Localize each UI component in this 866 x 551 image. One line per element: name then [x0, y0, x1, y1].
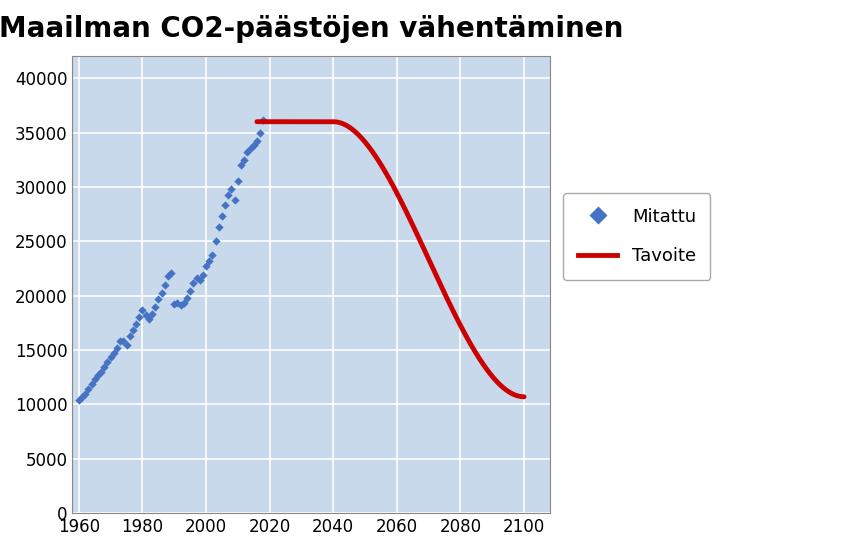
Point — [253, 128, 267, 137]
Point — [186, 278, 200, 287]
Point — [116, 337, 130, 345]
Point — [107, 349, 120, 358]
Point — [145, 310, 159, 318]
Point — [212, 223, 226, 231]
Point — [87, 375, 101, 384]
Point — [218, 201, 232, 210]
Point — [120, 340, 133, 349]
Point — [222, 190, 236, 199]
Point — [247, 140, 261, 149]
Point — [171, 299, 184, 307]
Point — [205, 251, 219, 260]
Point — [184, 287, 197, 296]
Point — [126, 326, 139, 335]
Point — [193, 276, 207, 285]
Point — [132, 313, 146, 322]
Point — [100, 358, 114, 366]
Point — [78, 389, 92, 398]
Title: Maailman CO2-päästöjen vähentäminen: Maailman CO2-päästöjen vähentäminen — [0, 15, 624, 43]
Point — [256, 115, 270, 124]
Point — [224, 185, 238, 193]
Point — [91, 371, 105, 380]
Point — [215, 212, 229, 221]
Point — [142, 314, 156, 323]
Point — [113, 337, 127, 345]
Point — [203, 256, 216, 265]
Point — [75, 392, 89, 401]
Point — [161, 272, 175, 280]
Point — [139, 311, 152, 320]
Point — [180, 294, 194, 302]
Point — [81, 385, 95, 393]
Point — [177, 299, 191, 307]
Point — [243, 143, 257, 152]
Point — [228, 196, 242, 204]
Point — [209, 237, 223, 246]
Point — [231, 177, 245, 186]
Point — [250, 137, 264, 145]
Legend: Mitattu, Tavoite: Mitattu, Tavoite — [563, 193, 710, 280]
Point — [152, 295, 165, 304]
Point — [104, 352, 118, 361]
Point — [155, 289, 169, 298]
Point — [237, 155, 251, 164]
Point — [135, 305, 149, 314]
Point — [165, 268, 178, 277]
Point — [196, 271, 210, 279]
Point — [110, 343, 124, 352]
Point — [148, 302, 162, 311]
Point — [85, 379, 99, 388]
Point — [129, 320, 143, 328]
Point — [72, 396, 86, 404]
Point — [190, 274, 204, 283]
Point — [97, 363, 111, 372]
Point — [241, 148, 255, 156]
Point — [174, 301, 188, 310]
Point — [167, 300, 181, 309]
Point — [123, 332, 137, 341]
Point — [199, 262, 213, 271]
Point — [158, 280, 171, 289]
Point — [234, 161, 248, 170]
Point — [94, 368, 108, 376]
